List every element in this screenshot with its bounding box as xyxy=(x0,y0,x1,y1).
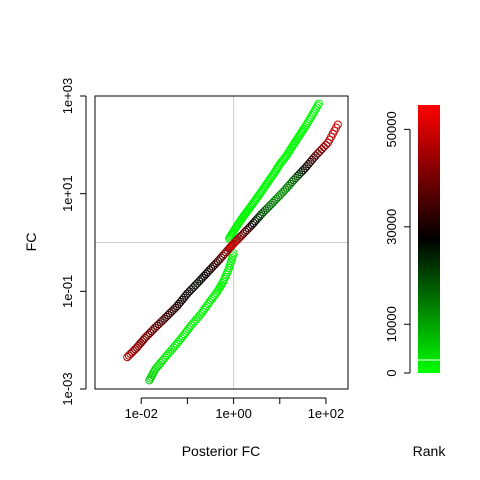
data-point xyxy=(251,195,260,204)
colorbar-tick-label: 0 xyxy=(384,369,399,376)
reference-lines xyxy=(95,96,348,389)
data-point xyxy=(311,151,320,160)
data-point xyxy=(310,107,319,116)
data-point xyxy=(319,142,328,152)
data-point xyxy=(254,191,263,200)
scatter-points xyxy=(123,99,342,385)
data-point xyxy=(309,109,318,118)
colorbar-tick-label: 50000 xyxy=(384,111,399,147)
y-tick-label: 1e+01 xyxy=(60,175,75,212)
data-point xyxy=(234,234,244,243)
colorbar-tick-label: 10000 xyxy=(384,306,399,342)
data-point xyxy=(333,120,342,129)
data-point xyxy=(317,145,326,154)
y-axis-title: FC xyxy=(23,233,39,252)
data-point xyxy=(255,190,264,199)
data-point xyxy=(187,285,196,294)
data-point xyxy=(252,194,261,203)
colorbar-title: Rank xyxy=(413,443,447,459)
x-tick-label: 1e+02 xyxy=(308,406,345,421)
y-tick-label: 1e-01 xyxy=(60,275,75,308)
x-tick-label: 1e-02 xyxy=(125,406,158,421)
data-point xyxy=(313,101,322,110)
data-point xyxy=(227,241,237,250)
data-point xyxy=(312,103,321,112)
data-point xyxy=(253,192,262,202)
data-point xyxy=(315,147,324,156)
x-tick-label: 1e+00 xyxy=(215,406,252,421)
y-axis: 1e-03 1e-01 1e+01 1e+03 xyxy=(60,78,87,406)
colorbar-gradient xyxy=(418,105,440,373)
y-tick-label: 1e-03 xyxy=(60,372,75,405)
plot-frame xyxy=(94,95,349,390)
data-point xyxy=(307,111,317,120)
data-point xyxy=(191,281,200,290)
x-axis-title: Posterior FC xyxy=(182,443,261,459)
x-axis: 1e-02 1e+00 1e+02 xyxy=(125,397,345,421)
data-point xyxy=(311,105,320,114)
data-point xyxy=(313,149,322,158)
data-point xyxy=(189,283,198,292)
colorbar-axis: 0 10000 30000 50000 xyxy=(384,111,411,377)
data-point xyxy=(314,99,323,108)
data-point xyxy=(306,113,315,122)
y-tick-label: 1e+03 xyxy=(60,78,75,115)
data-point xyxy=(321,140,330,150)
data-point xyxy=(250,197,259,206)
colorbar-tick-label: 30000 xyxy=(384,209,399,245)
